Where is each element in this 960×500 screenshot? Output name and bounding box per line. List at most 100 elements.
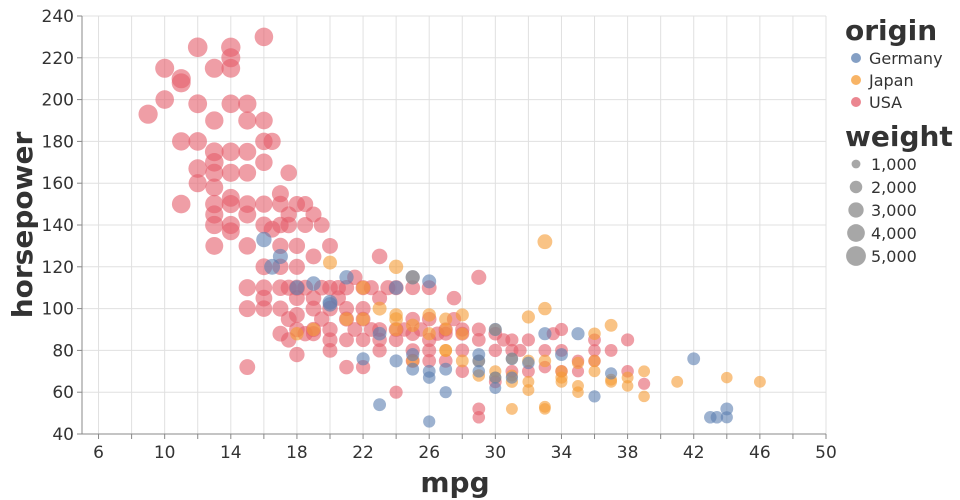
data-point-japan [555,375,568,388]
grid [82,15,827,435]
data-point-usa [588,344,601,357]
data-point-germany [388,280,404,295]
data-point-germany [422,274,437,289]
data-point-usa [221,94,241,114]
data-point-germany [339,270,354,285]
data-point-usa [188,159,207,178]
data-point-usa [138,104,158,124]
data-point-usa [638,377,651,390]
data-point-usa [322,321,338,338]
size-legend-swatch [847,224,865,242]
legend: origin Germany Japan USA weight 1,000 2,000 3,0… [845,14,953,266]
data-point-japan [753,375,766,388]
color-legend-label: USA [869,93,902,112]
data-point-usa [238,300,256,318]
data-point-japan [388,259,404,274]
data-point-germany [306,276,321,291]
y-tick-label: 60 [52,383,74,403]
data-point-germany [356,352,370,366]
data-point-usa [455,343,470,358]
data-point-usa [171,194,191,214]
data-point-usa [339,332,354,348]
y-tick-label: 80 [52,341,74,361]
data-point-japan [389,322,403,337]
data-point-japan [522,384,535,397]
data-point-germany [687,352,701,366]
data-point-germany [406,348,420,362]
size-legend-label: 2,000 [871,178,917,197]
size-legend-swatch [846,246,866,266]
data-point-usa [155,90,174,109]
y-tick-label: 220 [42,49,74,69]
y-tick-label: 200 [42,91,74,111]
data-point-usa [263,132,281,151]
data-point-germany [405,270,420,285]
data-point-usa [446,290,462,306]
data-point-germany [571,327,585,341]
data-point-japan [306,322,321,337]
data-point-japan [356,280,371,295]
data-point-usa [221,222,240,241]
data-point-japan [522,375,535,388]
data-point-usa [188,132,207,151]
color-legend-label: Japan [868,71,914,90]
data-point-usa [172,132,191,151]
data-point-germany [472,365,486,378]
color-legend-title: origin [845,14,937,47]
data-point-usa [621,333,635,347]
data-point-usa [372,290,388,306]
data-point-usa [255,111,273,130]
data-point-japan [290,326,304,341]
data-point-usa [238,205,257,224]
data-point-usa [238,111,257,130]
y-tick-label: 40 [52,425,74,445]
data-point-usa [355,332,371,348]
y-tick-label: 120 [42,258,74,278]
data-point-usa [322,342,338,358]
data-point-usa [221,142,241,162]
data-point-japan [571,356,585,369]
data-point-japan [323,255,337,270]
data-point-usa [471,269,487,285]
data-point-usa [288,306,305,323]
data-point-japan [588,354,601,367]
size-legend-swatch [848,202,864,218]
data-point-germany [720,411,733,424]
data-point-usa [171,73,191,93]
data-point-usa [538,343,552,357]
x-tick-label: 22 [352,443,374,463]
x-tick-label: 46 [749,443,771,463]
data-point-usa [338,301,355,317]
data-point-japan [588,365,601,378]
data-point-usa [471,322,486,337]
size-legend-swatch [851,159,861,169]
data-point-japan [621,380,634,392]
data-point-japan [372,301,387,316]
data-point-germany [439,386,452,399]
x-tick-label: 38 [617,443,639,463]
x-tick-label: 50 [815,443,837,463]
data-point-germany [605,367,618,380]
y-tick-label: 160 [42,174,74,194]
data-point-usa [339,359,354,375]
data-point-usa [280,164,297,182]
data-point-japan [405,318,420,333]
size-legend-swatch [849,180,863,194]
data-point-germany [256,231,272,248]
data-point-usa [221,188,240,207]
data-point-usa [205,111,224,130]
data-point-germany [372,326,387,341]
x-tick-label: 30 [485,443,507,463]
x-tick-label: 10 [154,443,176,463]
data-point-japan [521,310,535,324]
data-point-usa [422,343,437,358]
color-legend-label: Germany [869,49,943,68]
data-point-usa [372,343,387,358]
data-point-usa [255,300,273,317]
color-legend-swatch [851,97,861,107]
data-point-germany [489,382,502,394]
data-point-japan [537,234,553,250]
data-point-germany [406,362,420,376]
y-tick-label: 240 [42,7,74,27]
